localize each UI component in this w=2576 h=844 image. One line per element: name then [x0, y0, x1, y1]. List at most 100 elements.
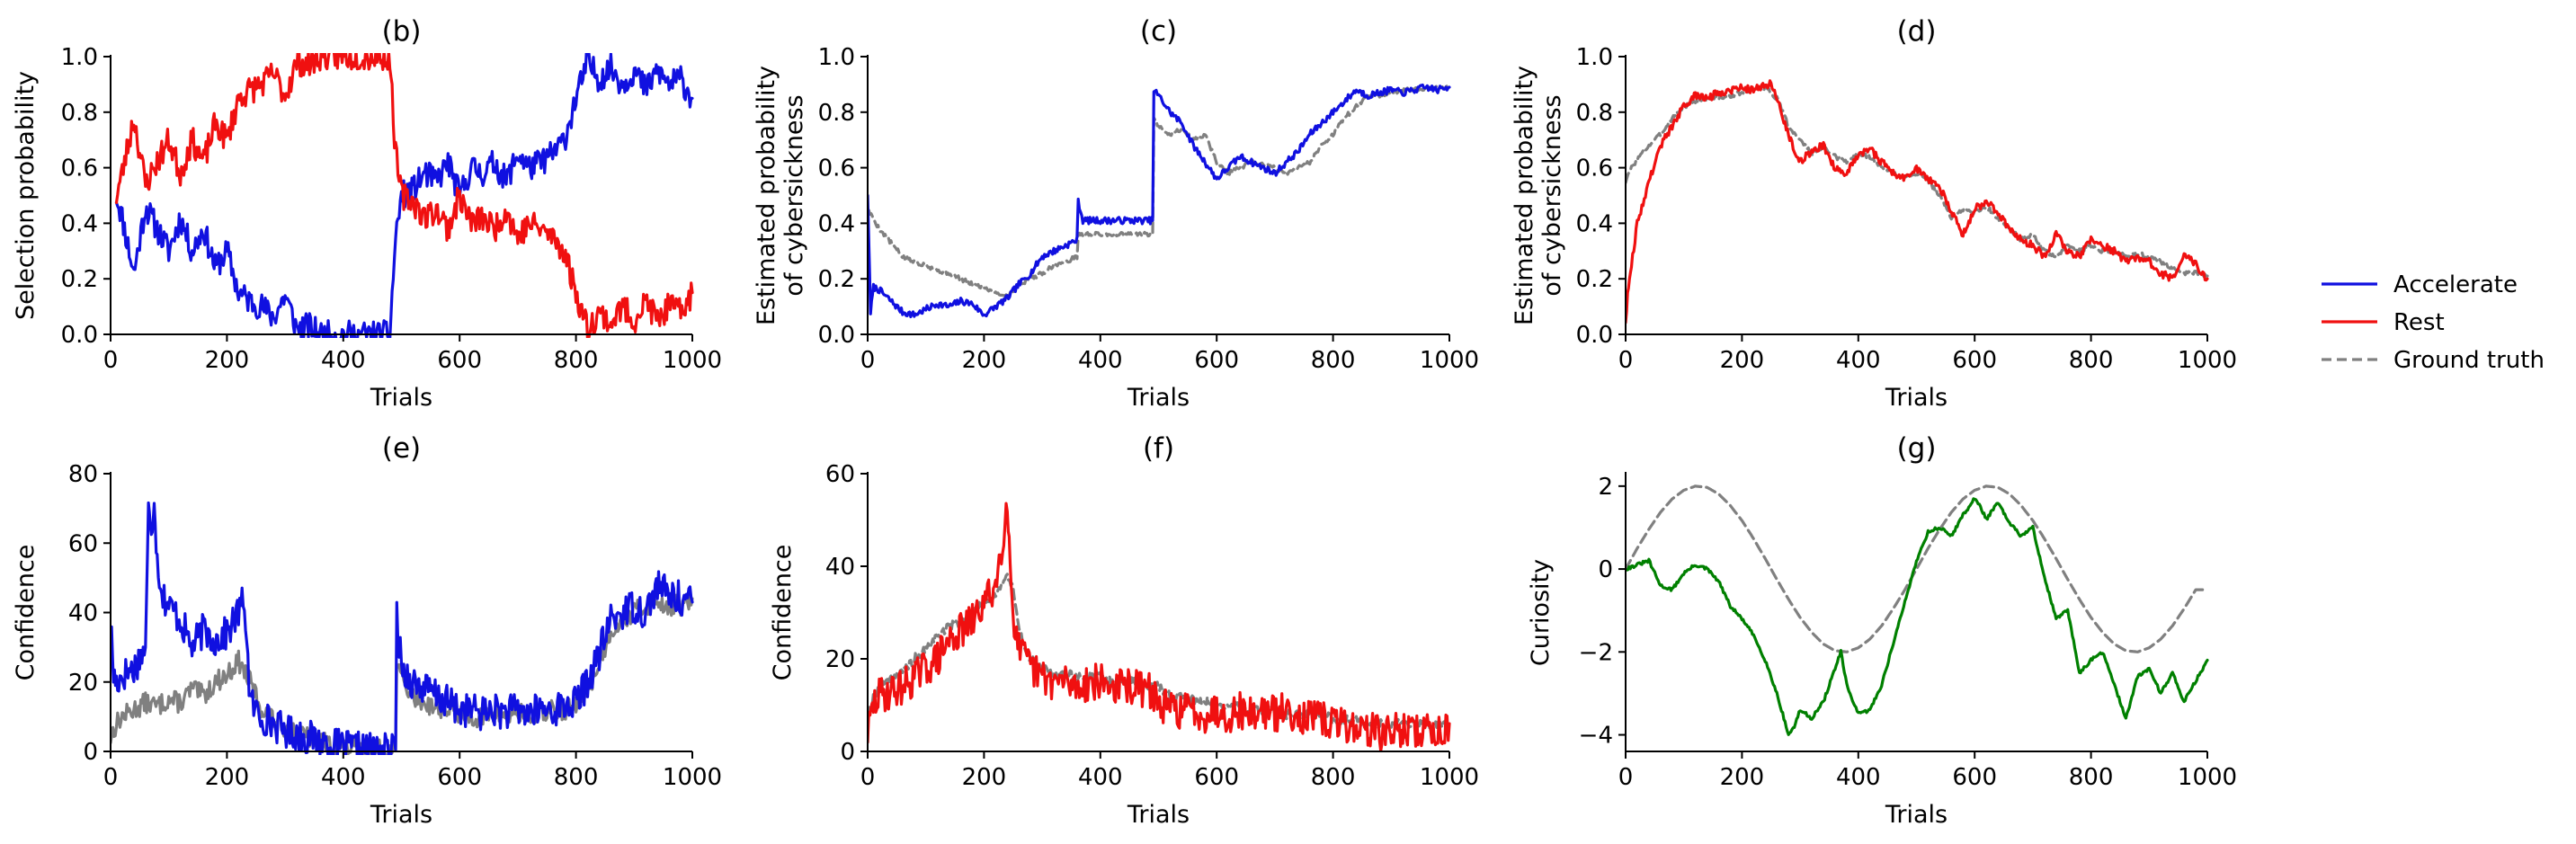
x-tick-label: 800 — [1311, 764, 1356, 791]
x-tick-label: 600 — [437, 347, 482, 374]
x-tick: 800 — [554, 334, 598, 374]
y-tick: 0.8 — [61, 100, 111, 127]
y-tick-label: 60 — [825, 461, 855, 488]
y-tick: 0.2 — [61, 266, 111, 293]
y-tick-label: 0.2 — [61, 266, 98, 293]
x-tick: 200 — [205, 334, 249, 374]
y-tick-label: 1.0 — [61, 44, 98, 71]
y-tick-label: 40 — [825, 554, 855, 581]
x-tick-label: 600 — [437, 764, 482, 791]
x-axis-label: Trials — [370, 801, 432, 829]
y-tick-label: 20 — [68, 670, 98, 697]
x-tick: 1000 — [1420, 751, 1479, 791]
legend-label: Rest — [2393, 309, 2445, 336]
y-tick-label: 0.8 — [818, 100, 855, 127]
legend-label: Ground truth — [2393, 347, 2545, 374]
x-tick-label: 600 — [1952, 764, 1997, 791]
x-tick-label: 1000 — [663, 347, 722, 374]
x-tick-label: 0 — [103, 347, 119, 374]
x-tick: 600 — [1952, 751, 1997, 791]
y-tick-label: 0 — [840, 739, 855, 766]
series-g-ground-truth — [1626, 484, 2209, 653]
x-tick-label: 400 — [1078, 347, 1123, 374]
y-tick-label: 80 — [68, 461, 98, 488]
y-axis-label: Curiosity — [1527, 559, 1555, 666]
y-tick: 0.8 — [818, 100, 868, 127]
x-tick-label: 400 — [321, 764, 366, 791]
x-tick: 400 — [1836, 751, 1881, 791]
y-tick: 0.0 — [1576, 322, 1626, 349]
y-tick-label: 0.4 — [61, 210, 98, 237]
x-tick: 600 — [1952, 334, 1997, 374]
x-tick: 0 — [860, 334, 875, 374]
y-tick-label: 2 — [1598, 474, 1613, 501]
chart-title: (g) — [1897, 432, 1937, 465]
x-tick: 400 — [321, 751, 366, 791]
x-tick: 800 — [1311, 751, 1356, 791]
y-tick-label: 0.6 — [61, 155, 98, 182]
y-axis-label: Estimated probability — [753, 66, 780, 325]
chart-panels: 0 200 400 600 800 10000.00.20.40.60.81.0(b)Tr… — [12, 15, 2237, 829]
x-axis-label: Trials — [1885, 384, 1948, 412]
y-tick-label: 0.2 — [1576, 266, 1613, 293]
y-tick-label: 0.6 — [818, 155, 855, 182]
x-tick: 800 — [1311, 334, 1355, 374]
y-tick: 0 — [1598, 556, 1626, 583]
y-tick-label: 0.8 — [1576, 100, 1613, 127]
y-tick: 0.2 — [1576, 266, 1626, 293]
y-tick: 20 — [825, 646, 868, 673]
chart-title: (e) — [382, 432, 421, 465]
x-tick-label: 1000 — [663, 764, 722, 791]
x-tick-label: 1000 — [2178, 764, 2237, 791]
y-tick: 0.4 — [818, 210, 868, 237]
x-tick-label: 1000 — [2178, 347, 2237, 374]
legend-item-ground-truth: Ground truth — [2322, 347, 2545, 374]
x-tick-label: 200 — [962, 347, 1007, 374]
x-tick: 0 — [1618, 751, 1633, 791]
x-tick: 1000 — [2178, 751, 2237, 791]
x-tick-label: 200 — [1720, 764, 1765, 791]
chart-title: (b) — [382, 15, 422, 48]
y-tick: 80 — [68, 461, 111, 488]
y-tick-label: 1.0 — [818, 44, 855, 71]
y-tick: 0.0 — [61, 322, 111, 349]
y-tick-label: 20 — [825, 646, 855, 673]
x-tick-label: 400 — [321, 347, 366, 374]
x-axis-label: Trials — [1127, 384, 1190, 412]
y-tick: 60 — [68, 530, 111, 557]
x-tick: 400 — [1078, 334, 1123, 374]
y-tick: −4 — [1579, 723, 1626, 750]
y-tick-label: 1.0 — [1576, 44, 1613, 71]
y-tick-label: 0.4 — [818, 210, 855, 237]
panel-d: 0 200 400 600 800 1000 0.0 0.2 0.4 0.6 0.8 1.0 (d) Tr… — [1511, 15, 2237, 412]
panel-e: 0 200 400 600 800 1000 0 20 40 60 80 (e) Trials Confi… — [12, 432, 722, 829]
x-tick-label: 1000 — [1420, 764, 1479, 791]
y-tick: 40 — [68, 600, 111, 627]
y-tick-label: −2 — [1579, 639, 1613, 666]
y-tick: 20 — [68, 670, 111, 697]
y-tick-label: 0.8 — [61, 100, 98, 127]
x-tick: 400 — [1078, 751, 1123, 791]
x-tick-label: 600 — [1194, 347, 1239, 374]
panel-c: 0 200 400 600 800 1000 0.0 0.2 0.4 0.6 0.8 1.0 (c) Tr… — [753, 15, 1479, 412]
series-g-curiosity — [1626, 497, 2209, 736]
x-tick: 800 — [2069, 751, 2113, 791]
x-tick: 1000 — [2178, 334, 2237, 374]
x-tick: 600 — [437, 751, 482, 791]
y-tick-label: 0.2 — [818, 266, 855, 293]
series-f-rest — [868, 502, 1451, 752]
series-c-ground-truth — [868, 84, 1451, 298]
y-axis-label: of cybersickness — [780, 94, 808, 296]
y-tick: 2 — [1598, 474, 1626, 501]
x-tick-label: 800 — [554, 764, 599, 791]
y-axis-label: Estimated probability — [1511, 66, 1538, 325]
x-tick: 400 — [1836, 334, 1881, 374]
y-tick: 0.4 — [1576, 210, 1626, 237]
y-tick: 0 — [840, 739, 868, 766]
x-tick: 0 — [103, 334, 119, 374]
x-tick: 1000 — [1420, 334, 1479, 374]
chart-title: (d) — [1897, 15, 1937, 48]
y-tick-label: −4 — [1579, 723, 1613, 750]
y-tick: 0.6 — [61, 155, 111, 182]
